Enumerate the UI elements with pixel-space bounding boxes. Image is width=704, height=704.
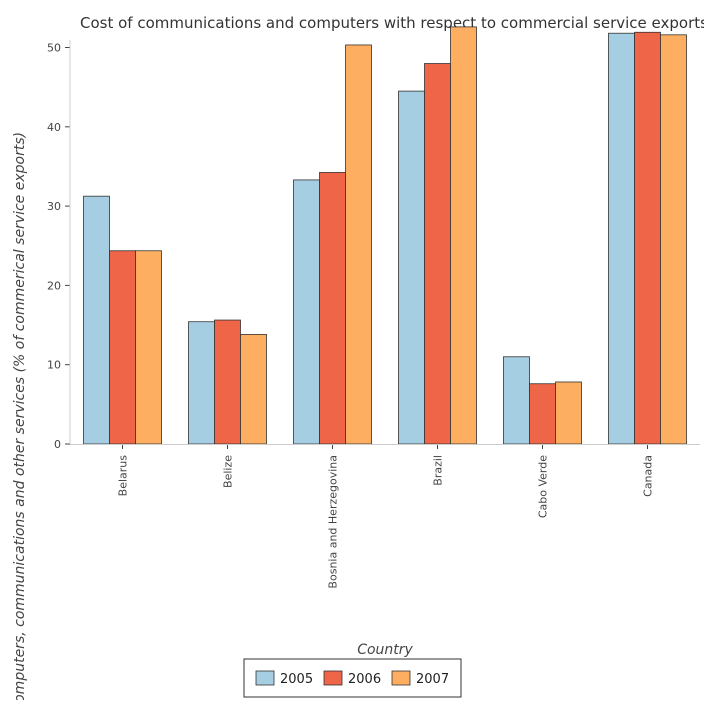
chart-title: Cost of communications and computers wit… <box>80 14 704 32</box>
legend-label-2005: 2005 <box>280 672 313 687</box>
bar-2006-cabo-verde <box>529 383 556 445</box>
bar-2007-belize <box>240 334 267 445</box>
x-tick-label: Brazil <box>432 455 445 486</box>
y-axis-ticks: 0 10 20 30 40 50 <box>47 42 70 451</box>
y-tick-label: 20 <box>47 279 61 292</box>
bar-2007-cabo-verde <box>555 381 582 445</box>
bar-2005-belize <box>188 321 215 445</box>
x-tick-label: Belize <box>222 455 235 488</box>
bar-2005-cabo-verde <box>503 356 530 445</box>
bar-2005-bosnia-and-herzegovina <box>293 179 320 445</box>
x-tick-label: Canada <box>642 455 655 497</box>
y-tick-label: 50 <box>47 42 61 55</box>
y-tick-label: 30 <box>47 200 61 213</box>
x-tick-label: Bosnia and Herzegovina <box>327 455 340 589</box>
x-tick-label: Cabo Verde <box>537 455 550 518</box>
bar-2006-belize <box>214 319 241 445</box>
legend-swatch-2006 <box>323 670 343 686</box>
y-tick-label: 0 <box>54 438 61 451</box>
legend-swatch-2007 <box>391 670 411 686</box>
bar-2005-brazil <box>398 90 425 445</box>
bar-2005-belarus <box>83 195 110 445</box>
x-tick-label: Belarus <box>117 455 130 497</box>
bar-2006-bosnia-and-herzegovina <box>319 172 346 445</box>
y-tick-label: 40 <box>47 121 61 134</box>
legend: 2005 2006 2007 <box>243 658 462 698</box>
x-axis-label: Country <box>357 642 413 658</box>
bars <box>83 26 687 445</box>
legend-label-2006: 2006 <box>348 672 381 687</box>
y-tick-label: 10 <box>47 359 61 372</box>
bar-2006-canada <box>634 31 661 445</box>
bar-2007-brazil <box>450 26 477 445</box>
bar-2005-canada <box>608 32 635 445</box>
x-axis-ticks: Belarus Belize Bosnia and Herzegovina Brazi… <box>117 444 655 589</box>
legend-swatch-2005 <box>255 670 275 686</box>
legend-label-2007: 2007 <box>416 672 449 687</box>
bar-2006-brazil <box>424 63 451 445</box>
bar-2006-belarus <box>109 250 136 445</box>
legend-box <box>243 658 462 698</box>
y-axis-label: Cost of computers, communications and ot… <box>12 132 28 700</box>
bar-2007-bosnia-and-herzegovina <box>345 44 372 445</box>
bar-2007-belarus <box>135 250 162 445</box>
bar-2007-canada <box>660 34 687 445</box>
